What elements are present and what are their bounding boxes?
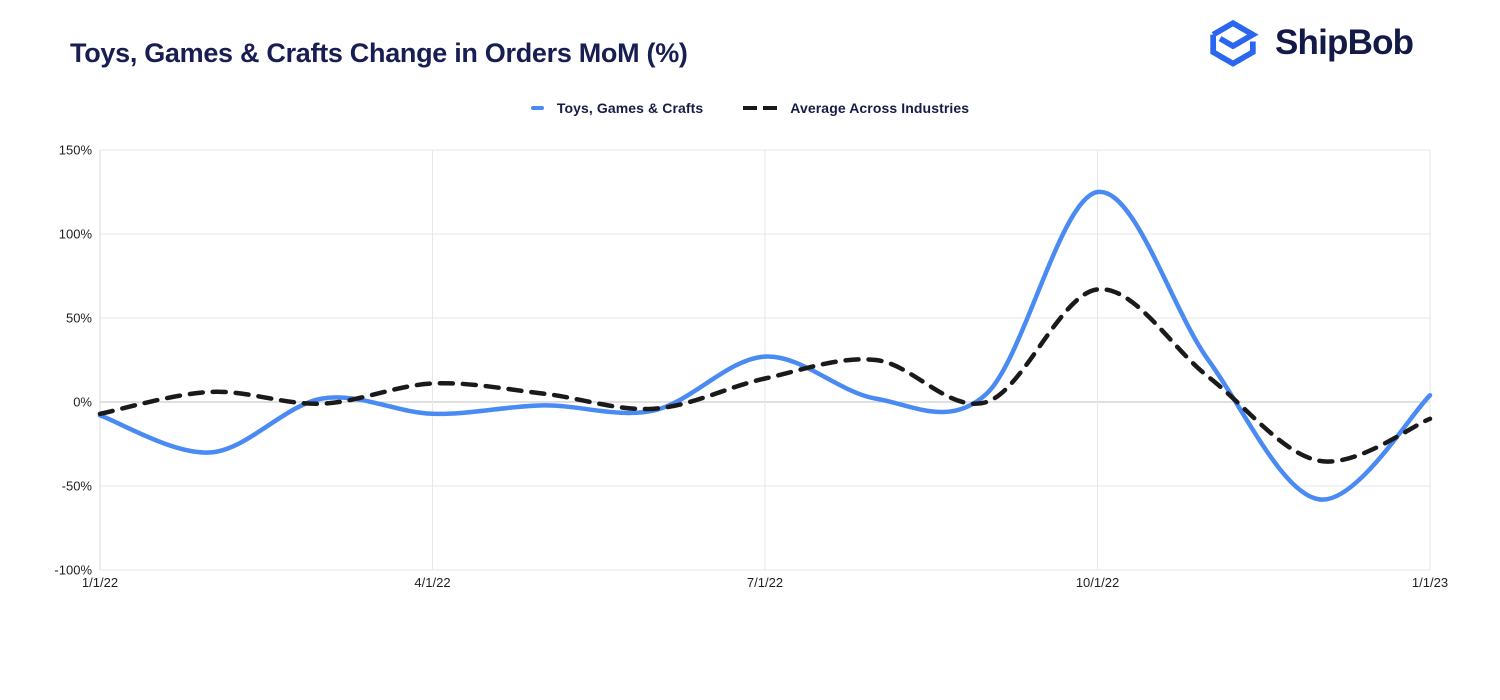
legend-label-average: Average Across Industries [790,100,970,116]
y-tick-label: 100% [59,227,93,242]
legend-item-average: Average Across Industries [743,100,969,116]
y-tick-label: 150% [59,143,93,158]
x-tick-label: 10/1/22 [1076,575,1119,590]
toys-series-line [97,189,1433,502]
legend-label-toys: Toys, Games & Crafts [556,100,704,116]
y-tick-label: -50% [62,479,93,494]
y-tick-label: 0% [73,395,92,410]
x-tick-label: 1/1/22 [82,575,118,590]
y-tick-label: -100% [54,563,92,578]
x-tick-label: 1/1/23 [1412,575,1448,590]
shipbob-wordmark: ShipBob [1275,23,1414,62]
x-tick-label: 4/1/22 [414,575,450,590]
chart-legend: Toys, Games & Crafts Average Across Indu… [0,100,1500,116]
toys-series-marker-icon [530,106,544,110]
shipbob-box-icon [1210,19,1259,67]
average-series-line [97,287,1433,464]
box-body-path [1210,34,1256,67]
box-top-face-path [1211,19,1259,50]
y-tick-label: 50% [66,311,92,326]
page-title: Toys, Games & Crafts Change in Orders Mo… [70,38,688,68]
x-tick-label: 7/1/22 [747,575,783,590]
legend-item-toys: Toys, Games & Crafts [530,100,704,116]
shipbob-logo: ShipBob [1204,14,1414,72]
average-series-marker-icon [743,105,778,111]
